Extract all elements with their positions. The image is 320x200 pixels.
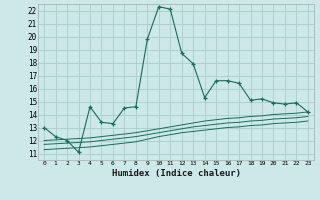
X-axis label: Humidex (Indice chaleur): Humidex (Indice chaleur) (111, 169, 241, 178)
